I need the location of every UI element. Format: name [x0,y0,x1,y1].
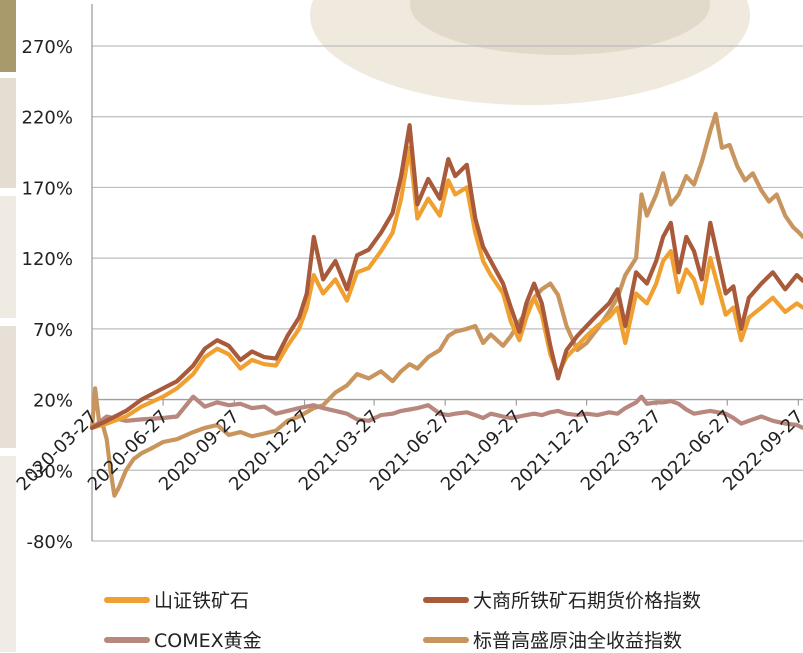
legend-swatch-iron-etf [104,596,150,603]
left-decor-strip-5 [0,456,16,652]
legend-item-dce-iron: 大商所铁矿石期货价格指数 [423,586,701,613]
y-tick-label-2: 20% [33,391,73,412]
legend-label-iron-etf: 山证铁矿石 [154,590,250,612]
grid-lines [92,45,803,542]
y-tick-label-7: 270% [22,37,73,58]
legend-item-iron-etf: 山证铁矿石 [104,586,249,613]
left-decor-strip-1 [0,0,16,72]
left-decor-strip-4 [0,326,16,448]
y-tick-label-3: 70% [33,320,73,341]
legend-label-oil: 标普高盛原油全收益指数 [473,630,683,652]
series-line-dce-iron [89,123,803,430]
legend-label-dce-iron: 大商所铁矿石期货价格指数 [473,590,702,612]
series-lines [89,111,803,498]
legend-swatch-dce-iron [423,596,469,603]
series-line-oil [89,111,803,498]
y-tick-label-6: 220% [22,108,73,129]
y-tick-labels: -80% -30% 20% 70% 120% 170% 220% 270% [22,37,73,553]
series-line-gold [89,394,803,430]
y-tick-label-1: -30% [26,461,73,482]
left-decor-strip-3 [0,196,16,318]
legend-item-oil: 标普高盛原油全收益指数 [423,626,682,653]
y-tick-label-5: 170% [22,178,73,199]
legend-label-gold: COMEX黄金 [154,630,262,652]
series-line-iron-etf [89,145,803,430]
left-decor-strip-2 [0,78,16,188]
legend-item-gold: COMEX黄金 [104,626,262,653]
y-tick-label-0: -80% [26,532,73,553]
y-tick-label-4: 120% [22,249,73,270]
legend-swatch-gold [104,636,150,643]
background-watermark-inner [410,0,710,55]
decorative-background [0,0,750,652]
legend-swatch-oil [423,636,469,643]
